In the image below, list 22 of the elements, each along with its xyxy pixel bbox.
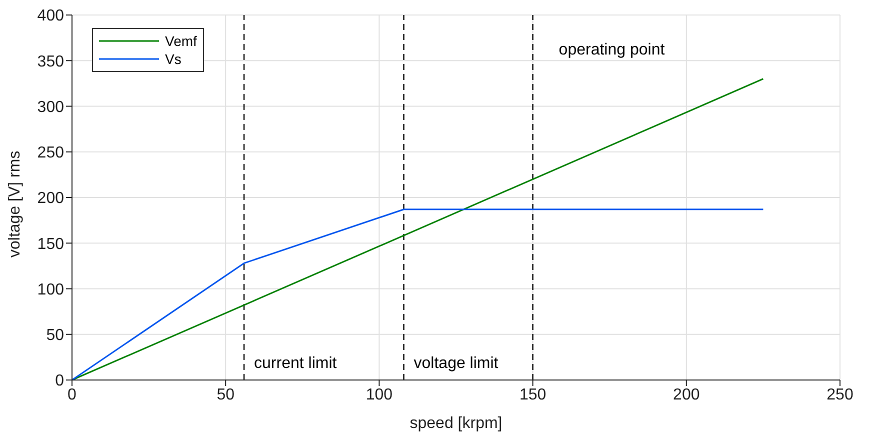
y-tick-label: 400: [37, 8, 64, 25]
y-tick-label: 200: [37, 190, 64, 208]
x-axis-title: speed [krpm]: [410, 415, 502, 432]
legend-label: Vemf: [165, 32, 197, 50]
y-tick-label: 100: [37, 281, 64, 298]
y-axis-title: voltage [V] rms: [6, 150, 24, 258]
ref-line-label: voltage limit: [414, 355, 499, 372]
legend-label: Vs: [165, 50, 182, 68]
y-tick-label: 350: [37, 53, 64, 70]
x-tick-label: 50: [216, 386, 235, 404]
y-tick-label: 50: [46, 327, 64, 344]
y-tick-label: 150: [37, 236, 64, 253]
x-tick-label: 150: [519, 386, 546, 404]
x-tick-label: 100: [366, 386, 393, 404]
ref-line-label: operating point: [558, 41, 666, 58]
y-tick-label: 0: [55, 372, 64, 390]
x-tick-label: 250: [826, 386, 854, 404]
y-tick-label: 250: [37, 144, 64, 162]
y-tick-label: 300: [37, 98, 64, 116]
x-tick-label: 200: [673, 386, 700, 404]
x-tick-label: 0: [68, 386, 77, 404]
ref-line-label: current limit: [254, 355, 338, 372]
